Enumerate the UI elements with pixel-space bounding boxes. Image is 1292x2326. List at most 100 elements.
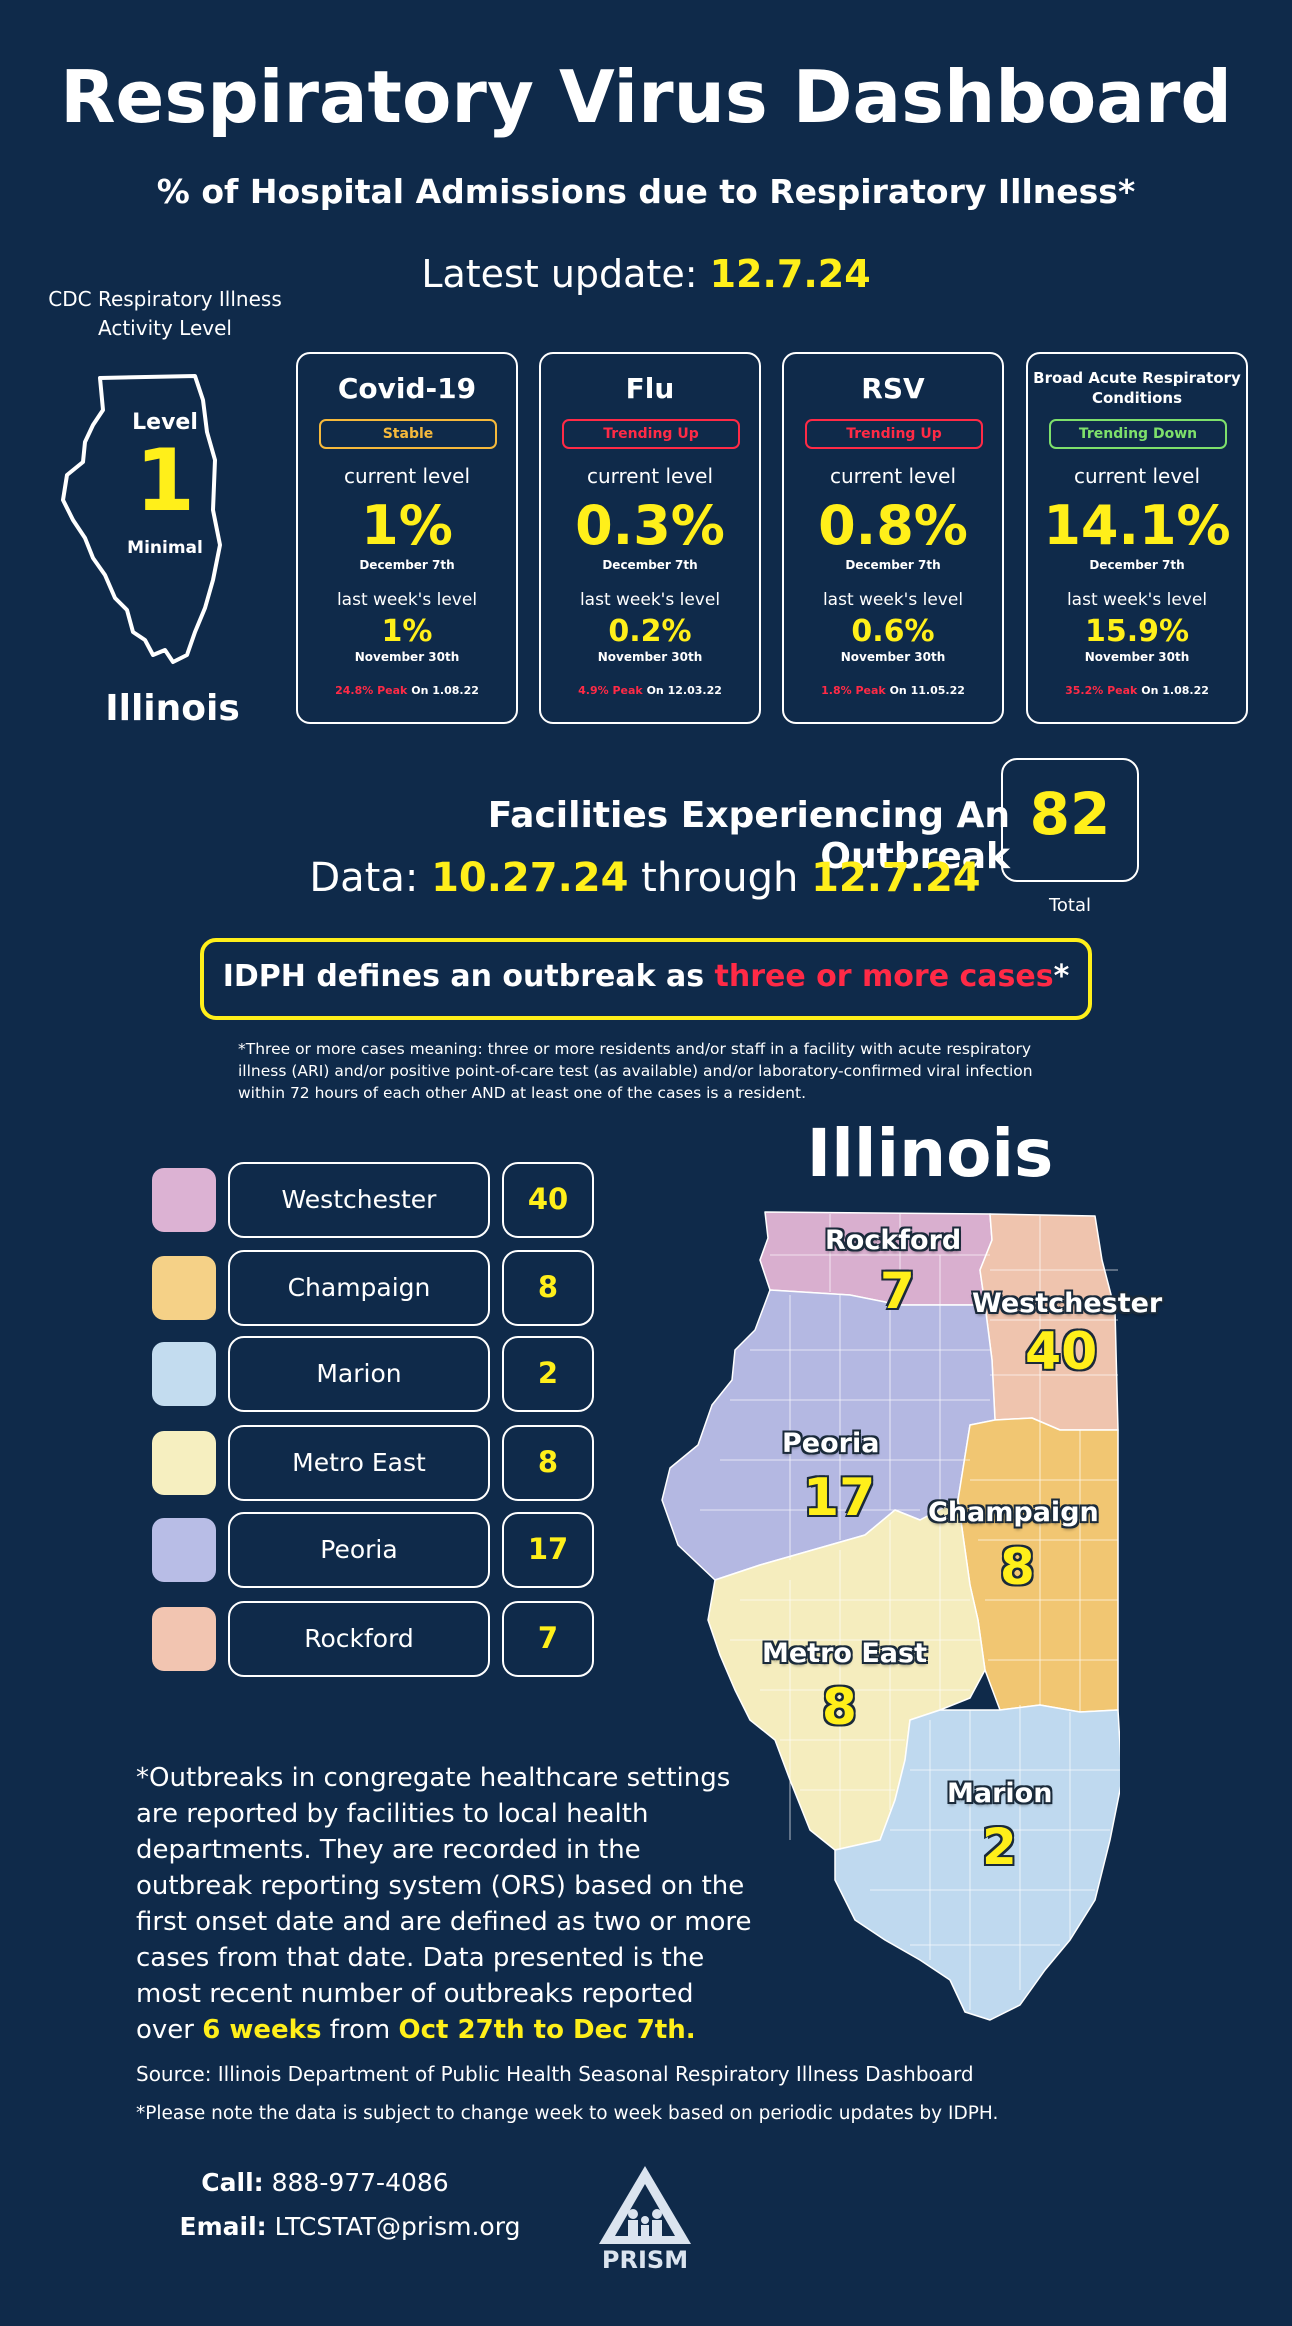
page-title: Respiratory Virus Dashboard <box>60 55 1232 139</box>
region-swatch <box>152 1431 216 1495</box>
footnote-range: Oct 27th to Dec 7th. <box>398 2015 696 2045</box>
region-count: 8 <box>502 1250 594 1326</box>
current-level-label: current level <box>829 464 957 488</box>
peak-info: 4.9% Peak On 12.03.22 <box>541 684 759 697</box>
trend-badge: Trending Down <box>1049 419 1227 449</box>
latest-update-value: 12.7.24 <box>709 252 871 296</box>
map-value-metro-east: 8 <box>822 1678 857 1736</box>
illinois-region-map <box>661 1211 1120 2021</box>
trend-badge: Trending Up <box>805 419 983 449</box>
card-name: Broad Acute Respiratory Conditions <box>1033 369 1241 407</box>
map-label-peoria: Peoria <box>782 1428 880 1459</box>
last-week-value: 0.2% <box>608 614 692 649</box>
outbreak-footnote: *Outbreaks in congregate healthcare sett… <box>136 1760 756 2048</box>
map-label-marion: Marion <box>947 1778 1053 1809</box>
data-label: Data: <box>309 855 432 901</box>
map-label-westchester: Westchester <box>972 1288 1163 1319</box>
last-week-date: November 30th <box>597 650 703 664</box>
contact-email: Email: LTCSTAT@prism.org <box>150 2212 550 2241</box>
data-end: 12.7.24 <box>811 855 981 901</box>
map-region-marion <box>834 1704 1120 2021</box>
virus-card-1: Covid-19 Stable current level 1% December 7t… <box>296 352 518 724</box>
region-name: Peoria <box>228 1512 490 1588</box>
map-label-metro-east: Metro East <box>762 1638 927 1669</box>
level-number: 1 <box>135 431 195 531</box>
region-count: 7 <box>502 1601 594 1677</box>
latest-update-label: Latest update: <box>421 252 710 296</box>
peak-value: 4.9% Peak <box>578 684 643 697</box>
map-value-champaign: 8 <box>1000 1538 1035 1596</box>
page-subtitle: % of Hospital Admissions due to Respirat… <box>156 172 1136 211</box>
peak-info: 24.8% Peak On 1.08.22 <box>298 684 516 697</box>
definition-prefix: IDPH defines an outbreak as <box>222 959 715 994</box>
last-week-label: last week's level <box>1066 590 1208 610</box>
source-text: Source: Illinois Department of Public He… <box>136 2062 974 2086</box>
peak-info: 35.2% Peak On 1.08.22 <box>1028 684 1246 697</box>
region-name: Rockford <box>228 1601 490 1677</box>
region-name: Marion <box>228 1336 490 1412</box>
definition-suffix: * <box>1053 959 1070 994</box>
virus-card-2: Flu Trending Up current level 0.3% December … <box>539 352 761 724</box>
state-name: Illinois <box>105 688 240 729</box>
facilities-total-box <box>1001 758 1139 882</box>
footnote-text: *Outbreaks in congregate healthcare sett… <box>136 1763 752 2045</box>
peak-date: On 11.05.22 <box>889 684 965 697</box>
definition-box <box>200 938 1092 1020</box>
current-level-label: current level <box>1073 464 1201 488</box>
region-name: Metro East <box>228 1425 490 1501</box>
peak-date: On 1.08.22 <box>411 684 479 697</box>
region-swatch <box>152 1342 216 1406</box>
last-week-value: 15.9% <box>1084 614 1190 649</box>
current-level-date: December 7th <box>359 558 455 572</box>
current-level-label: current level <box>586 464 714 488</box>
region-swatch <box>152 1168 216 1232</box>
card-name: Covid-19 <box>337 372 477 405</box>
map-value-marion: 2 <box>982 1818 1017 1876</box>
last-week-label: last week's level <box>822 590 964 610</box>
region-name: Champaign <box>228 1250 490 1326</box>
trend-badge: Trending Up <box>562 419 740 449</box>
peak-value: 35.2% Peak <box>1065 684 1138 697</box>
map-value-rockford: 7 <box>880 1262 915 1320</box>
region-count: 8 <box>502 1425 594 1501</box>
peak-value: 1.8% Peak <box>821 684 886 697</box>
virus-card-4: Broad Acute Respiratory Conditions Trendi… <box>1026 352 1248 724</box>
definition-note: *Three or more cases meaning: three or m… <box>238 1040 1033 1102</box>
footnote-weeks: 6 weeks <box>202 2015 322 2045</box>
region-swatch <box>152 1607 216 1671</box>
prism-logo-text: PRISM <box>601 2246 689 2274</box>
region-count: 40 <box>502 1162 594 1238</box>
region-swatch <box>152 1518 216 1582</box>
level-word: Level <box>132 410 198 435</box>
last-week-label: last week's level <box>336 590 478 610</box>
email-address[interactable]: LTCSTAT@prism.org <box>266 2212 521 2241</box>
last-week-value: 0.6% <box>851 614 935 649</box>
definition-text: IDPH defines an outbreak as three or mor… <box>200 959 1092 994</box>
phone-number[interactable]: 888-977-4086 <box>263 2168 449 2197</box>
current-level-label: current level <box>343 464 471 488</box>
map-value-peoria: 17 <box>803 1468 876 1528</box>
data-start: 10.27.24 <box>431 855 629 901</box>
call-label: Call: <box>201 2168 264 2197</box>
last-week-date: November 30th <box>1084 650 1190 664</box>
current-level-value: 0.3% <box>575 494 725 557</box>
activity-level-label: CDC Respiratory Illness Activity Level <box>48 287 282 340</box>
last-week-date: November 30th <box>354 650 460 664</box>
current-level-date: December 7th <box>602 558 698 572</box>
current-level-value: 0.8% <box>818 494 968 557</box>
map-value-westchester: 40 <box>1025 1322 1098 1382</box>
current-level-date: December 7th <box>1089 558 1185 572</box>
region-swatch <box>152 1256 216 1320</box>
facilities-total-label: Total <box>1048 895 1092 916</box>
card-name: Flu <box>625 372 675 405</box>
level-description: Minimal <box>127 538 203 558</box>
map-title: Illinois <box>806 1115 1054 1192</box>
facilities-title: Facilities Experiencing An Outbreak <box>487 795 1010 877</box>
card-name: RSV <box>861 372 925 405</box>
update-note: *Please note the data is subject to chan… <box>136 2103 999 2124</box>
region-name: Westchester <box>228 1162 490 1238</box>
peak-date: On 1.08.22 <box>1141 684 1209 697</box>
current-level-value: 14.1% <box>1043 494 1231 557</box>
last-week-label: last week's level <box>579 590 721 610</box>
map-label-champaign: Champaign <box>928 1497 1099 1528</box>
